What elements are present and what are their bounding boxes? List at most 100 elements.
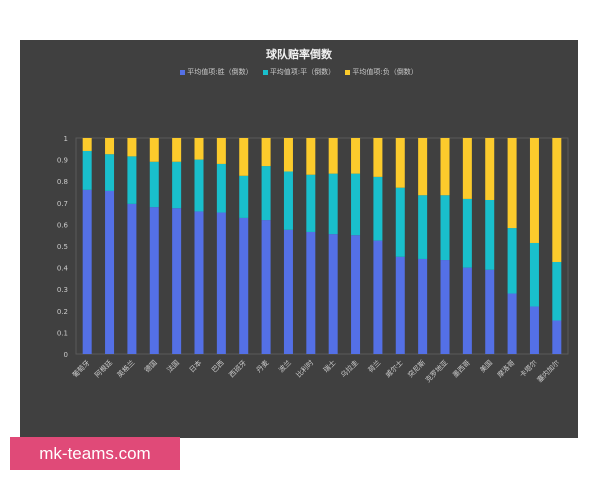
legend-label: 平均值项:负（倒数） [352,68,418,76]
x-tick-label: 波兰 [277,358,293,374]
bar-segment-loss [507,138,517,229]
bar-segment-draw [172,161,182,209]
bar-segment-draw [552,261,562,321]
bar-segment-win [529,306,539,354]
bar-segment-draw [485,199,495,270]
bar-segment-win [82,189,92,354]
bar-segment-loss [105,138,115,155]
bar-segment-win [328,234,338,354]
bar-segment-win [306,231,316,354]
bar-segment-draw [507,228,517,294]
legend-label: 平均值项:平（倒数） [269,68,336,76]
x-tick-label: 塞内加尔 [535,358,561,384]
x-tick-label: 德国 [142,358,158,374]
bar-segment-draw [529,242,539,307]
bar-segment-win [552,320,562,354]
x-tick-label: 墨西哥 [451,359,472,380]
bar-segment-loss [261,138,271,167]
bar-segment-draw [149,161,159,208]
x-tick-label: 阿根廷 [93,358,114,379]
legend-swatch [345,69,351,75]
y-tick-label: 0.8 [57,178,68,186]
bar-segment-win [507,293,517,354]
plot-area: 0 0.1 0.2 0.3 0.4 0.5 0.6 0.7 0.8 0.9 1 葡萄牙 阿根廷 英格兰 德国… [57,135,569,384]
bar-segment-win [351,235,361,354]
bar-segment-draw [351,173,361,236]
x-tick-label: 巴西 [210,359,226,375]
bar-segment-draw [306,174,316,232]
y-tick-label: 0.7 [57,200,68,208]
bar-segment-loss [239,138,249,176]
bar-segment-win [261,220,271,354]
bar-segment-draw [373,176,383,241]
bar-segment-win [216,212,226,354]
plot-border [75,137,569,355]
legend-item-draw[interactable]: 平均值项:平（倒数） [262,67,336,77]
x-tick-label: 摩洛哥 [495,358,516,379]
x-tick-label: 比利时 [294,358,315,379]
bar-segment-win [395,256,405,354]
bar-segment-win [283,229,293,354]
chart-title: 球队赔率倒数 [266,48,332,61]
bar-segment-draw [328,173,338,235]
bar-segment-win [105,190,115,354]
y-tick-label: 0.5 [57,243,68,251]
legend: 平均值项:胜（倒数） 平均值项:平（倒数） 平均值项:负（倒数） [20,67,578,77]
bar-segment-draw [194,159,204,212]
y-tick-label: 0.1 [57,329,68,337]
bar-segment-loss [172,138,182,162]
legend-item-win[interactable]: 平均值项:胜（倒数） [180,67,253,77]
bar-segment-loss [283,138,293,172]
bar-segment-draw [283,171,293,230]
x-tick-label: 法国 [165,358,181,374]
bar-segment-loss [440,138,450,196]
bar-segment-win [149,207,159,354]
bar-segment-win [239,217,249,354]
legend-item-loss[interactable]: 平均值项:负（倒数） [345,67,418,77]
x-tick-label: 突尼斯 [406,358,427,379]
x-tick-label: 荷兰 [366,358,382,374]
bar-segment-draw [105,154,115,191]
bar-segment-loss [395,138,405,188]
bar-segment-draw [462,198,472,268]
bar-segment-draw [395,187,405,257]
x-tick-label: 瑞士 [321,358,337,374]
bar-segment-win [194,211,204,354]
y-tick-label: 0.4 [57,265,69,273]
legend-swatch [180,69,186,75]
x-tick-label: 葡萄牙 [70,358,91,379]
bar-segment-win [485,269,495,354]
bar-segment-draw [418,195,428,259]
bar-segment-win [172,208,182,354]
x-tick-label: 乌拉圭 [339,358,360,379]
y-tick-label: 0.9 [57,157,68,165]
bar-segment-draw [261,166,271,221]
legend-label: 平均值项:胜（倒数） [187,68,253,76]
y-tick-label: 1 [64,135,68,143]
bar-segment-win [127,203,137,354]
bar-segment-loss [127,138,137,157]
bar-segment-loss [328,138,338,174]
chart-panel: 球队赔率倒数 平均值项:胜（倒数） 平均值项:平（倒数） 平均值项:负（倒数） … [20,40,578,438]
bar-segment-win [462,267,472,354]
bar-segment-draw [127,156,137,204]
bar-segment-loss [306,138,316,175]
bar-segment-win [440,260,450,354]
bar-segment-win [373,240,383,354]
bar-segment-loss [552,138,562,262]
y-tick-label: 0.3 [57,286,68,294]
bar-segment-draw [82,150,92,190]
y-tick-label: 0 [64,351,68,359]
x-tick-label: 卡塔尔 [518,358,539,379]
bar-segment-loss [462,138,472,199]
x-tick-label: 克罗地亚 [423,358,449,384]
watermark: mk-teams.com [10,437,180,470]
x-tick-label: 丹麦 [254,358,270,374]
x-tick-label: 日本 [187,358,203,374]
bar-segment-loss [485,138,495,200]
bar-segment-loss [529,138,539,243]
bar-segment-loss [418,138,428,196]
bar-segment-draw [216,163,226,213]
x-tick-label: 威尔士 [383,358,404,379]
legend-swatch [262,69,268,75]
